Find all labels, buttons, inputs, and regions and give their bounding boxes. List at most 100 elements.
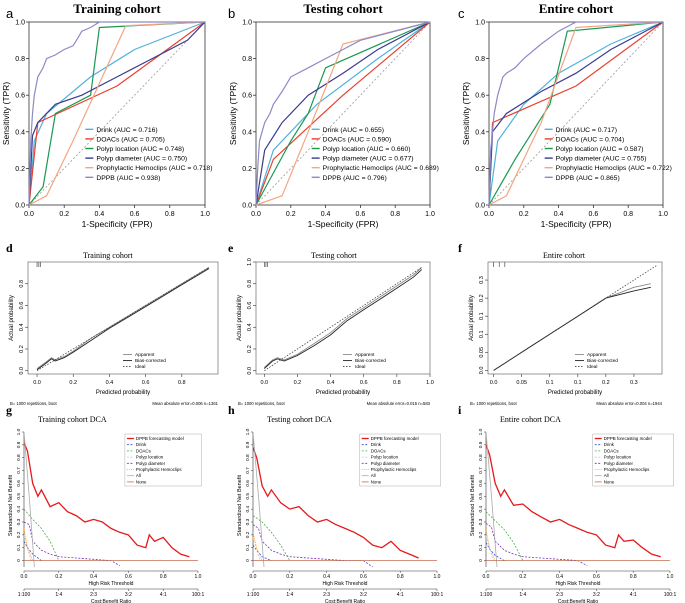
x-axis-label: Predicted probability [548, 390, 602, 396]
roc-curve-location [488, 21, 664, 206]
x-tick-label: 0.2 [519, 574, 526, 580]
x-tick-label: 0.2 [286, 211, 296, 218]
x-tick-label: 0.6 [589, 211, 599, 218]
panel-e: e Testing cohort 0.0 0.2 0.4 0.6 0.8 1.0 0.0 0.2 0… [228, 241, 434, 406]
legend-entry: Prophylactic Hemoclips (AUC = 0.689) [323, 165, 439, 172]
ratio-axis-label: Cost:Benefit Ratio [325, 599, 366, 603]
calibration-line-ideal [493, 265, 657, 371]
y-tick-label: 0.9 [478, 441, 484, 448]
calibration-line-apparent [263, 267, 423, 368]
x-axis-label: 1-Specificity (FPR) [308, 219, 379, 229]
y-tick-label: 1.0 [16, 428, 22, 435]
dca-curve-dca_drink [486, 542, 505, 561]
ratio-tick-label: 1:4 [519, 592, 526, 598]
legend-entry: Polyp location [136, 455, 164, 460]
y-tick-label: 0.6 [15, 93, 25, 100]
x-tick-label: 0.6 [360, 574, 367, 580]
legend-entry: Bias-corrected [355, 358, 386, 364]
y-axis-label: Actual probability [469, 295, 475, 341]
dca-curve-dca_diameter [486, 522, 588, 567]
dca-curve-dca_hemoclips [24, 528, 34, 561]
x-tick-label: 1.0 [667, 574, 674, 580]
y-tick-label: 0.9 [245, 441, 251, 448]
x-tick-label: 0.8 [165, 211, 175, 218]
panel-letter: b [228, 6, 235, 21]
y-axis-label: Standardized Net Benefit [8, 474, 14, 536]
x-tick-label: 0.2 [602, 380, 610, 386]
y-tick-label: 0.0 [247, 367, 253, 375]
y-axis-label: Sensitivity (TPR) [1, 82, 11, 145]
y-tick-label: 0.1 [16, 544, 22, 551]
dca-curves [486, 432, 670, 568]
roc-curve-drink [28, 21, 206, 206]
legend-entry: Apparent [355, 352, 375, 358]
x-tick-label: 0.4 [90, 574, 97, 580]
panel-letter: e [228, 241, 234, 255]
y-tick-label: 0.4 [242, 129, 252, 136]
y-tick-label: 0.0 [475, 203, 485, 210]
x-tick-label: 0.4 [327, 380, 335, 386]
y-tick-label: 0.2 [242, 166, 252, 173]
ratio-tick-label: 3:2 [125, 592, 132, 598]
y-tick-label: 0.6 [247, 302, 253, 310]
ratio-tick-label: 100:1 [664, 592, 677, 598]
roc-curve-doacs [255, 21, 431, 206]
legend-entry: None [136, 479, 147, 484]
x-tick-label: 0.0 [250, 574, 257, 580]
x-axis-label: High Risk Threshold [323, 581, 368, 587]
ratio-axis-label: Cost:Benefit Ratio [91, 599, 132, 603]
y-tick-label: 0.1 [479, 330, 485, 338]
roc-curve-dppb [255, 21, 431, 206]
roc-curve-drink [255, 21, 431, 206]
panel-letter: h [228, 403, 235, 417]
x-tick-label: 0.4 [95, 211, 105, 218]
legend-entry: DPPB forecasting model [604, 436, 652, 441]
y-tick-label: 0.8 [242, 56, 252, 63]
ratio-tick-label: 4:1 [160, 592, 167, 598]
legend-entry: DOACs [371, 448, 387, 453]
y-tick-label: 0.4 [15, 129, 25, 136]
x-tick-label: 0.0 [484, 211, 494, 218]
x-tick-label: 0.2 [55, 574, 62, 580]
x-tick-label: 0.0 [251, 211, 261, 218]
y-tick-label: 0.2 [475, 166, 485, 173]
y-axis-label: Standardized Net Benefit [237, 474, 243, 536]
y-tick-label: 0.1 [245, 544, 251, 551]
y-tick-label: 0.6 [245, 480, 251, 487]
ratio-tick-label: 1:100 [480, 592, 493, 598]
ratio-tick-label: 3:2 [593, 592, 600, 598]
y-axis-label: Sensitivity (TPR) [228, 82, 238, 145]
calibration-line-ideal [264, 267, 422, 372]
y-tick-label: 0.8 [245, 454, 251, 461]
x-tick-label: 0.4 [321, 211, 331, 218]
x-tick-label: 0.8 [630, 574, 637, 580]
ratio-tick-label: 2:3 [323, 592, 330, 598]
x-tick-label: 0.1 [574, 380, 582, 386]
y-tick-label: 0.3 [479, 276, 485, 284]
y-tick-label: 0.0 [479, 367, 485, 375]
panel-c: c Entire cohort 0.00.0 0.2 0.2 0.4 0.4 0.6 0.6 0.… [458, 1, 672, 229]
y-tick-label: 0.5 [16, 493, 22, 500]
panel-a: a Training cohort 0.00.0 0.2 0.2 0.4 0.4 0.6 0.6… [1, 1, 212, 229]
panel-letter: d [6, 241, 13, 255]
panel-g: g Training cohort DCA 0 0.1 0.2 0.3 0.4 0.5 0.6 0… [6, 403, 204, 603]
legend-entry: Drink [136, 442, 147, 447]
y-tick-label: 1.0 [242, 20, 252, 27]
legend-entry: None [371, 479, 382, 484]
x-tick-label: 0.4 [323, 574, 330, 580]
legend-entry: Polyp diameter (AUC = 0.677) [323, 156, 414, 163]
y-tick-label: 0.7 [16, 467, 22, 474]
x-tick-label: 0.8 [160, 574, 167, 580]
y-tick-label: 0.2 [478, 531, 484, 538]
y-tick-label: 0.2 [479, 294, 485, 302]
panel-letter: a [6, 6, 14, 21]
footnote-right: Mean absolute error=0.004 n=1944 [596, 401, 662, 406]
x-tick-label: 0.8 [393, 380, 401, 386]
dca-curves [253, 432, 437, 568]
y-tick-label: 0.2 [247, 345, 253, 353]
legend-entry: Prophylactic Hemoclips [371, 467, 417, 472]
x-tick-label: 0.3 [630, 380, 638, 386]
legend-entry: DOACs (AUC = 0.705) [96, 136, 165, 143]
plot-frame [487, 261, 663, 375]
ratio-tick-label: 1:4 [286, 592, 293, 598]
